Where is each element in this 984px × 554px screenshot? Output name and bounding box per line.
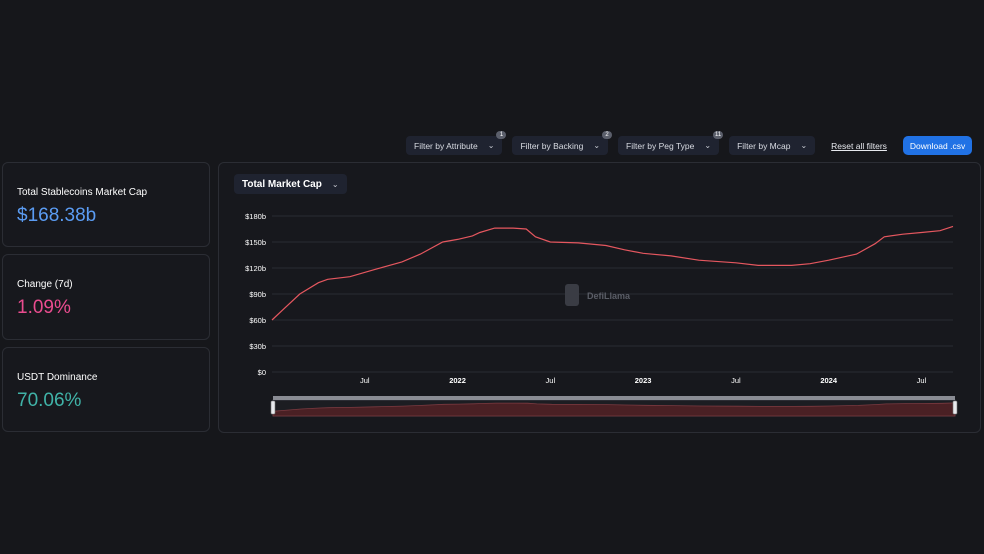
y-tick-label: $60b [249, 316, 266, 325]
download-csv-button[interactable]: Download .csv [902, 136, 973, 155]
brush-left-handle [270, 400, 276, 415]
filter-count-badge: 1 [496, 131, 507, 139]
change-value: 1.09% [17, 297, 71, 318]
x-tick-label: 2022 [449, 376, 466, 385]
market-cap-label: Total Stablecoins Market Cap [17, 187, 148, 198]
y-tick-label: $180b [245, 212, 266, 221]
x-tick-label: 2024 [820, 376, 838, 385]
brush-range-bar [273, 396, 955, 400]
filter-bar: Filter by Attribute ⌄ 1 Filter by Backin… [406, 131, 973, 155]
chart-type-select[interactable]: Total Market Cap ⌄ [234, 174, 347, 194]
market-cap-value: $168.38b [17, 205, 97, 226]
market-cap-chart: $0 $30b $60b $90b $120b $150b $180b Jul 2022 Jul 2… [245, 212, 958, 417]
brush-right-handle [952, 400, 958, 415]
reset-filters-link[interactable]: Reset all filters [831, 140, 887, 151]
x-tick-label: Jul [917, 376, 927, 385]
market-cap-card: Total Stablecoins Market Cap $168.38b [2, 162, 210, 247]
chart-type-label: Total Market Cap [242, 178, 322, 190]
y-tick-label: $30b [249, 342, 266, 351]
x-tick-label: Jul [360, 376, 370, 385]
filter-label: Filter by Peg Type [626, 140, 695, 151]
watermark-text: DefiLlama [587, 291, 631, 301]
filter-label: Filter by Mcap [737, 140, 791, 151]
filter-count-badge: 11 [713, 131, 724, 139]
change-card: Change (7d) 1.09% [2, 254, 210, 340]
filter-peg-type-button[interactable]: Filter by Peg Type ⌄ 11 [618, 131, 724, 155]
dominance-card: USDT Dominance 70.06% [2, 347, 210, 432]
dominance-value: 70.06% [17, 390, 82, 411]
filter-backing-button[interactable]: Filter by Backing ⌄ 2 [512, 131, 613, 155]
chevron-down-icon: ⌄ [487, 141, 495, 150]
y-tick-label: $90b [249, 290, 266, 299]
y-tick-label: $120b [245, 264, 266, 273]
watermark-logo [565, 284, 579, 306]
chevron-down-icon: ⌄ [800, 141, 808, 150]
change-label: Change (7d) [17, 279, 73, 290]
filter-attribute-button[interactable]: Filter by Attribute ⌄ 1 [406, 131, 507, 155]
filter-mcap-button[interactable]: Filter by Mcap ⌄ [729, 136, 816, 155]
x-tick-label: Jul [546, 376, 556, 385]
x-tick-label: Jul [731, 376, 741, 385]
filter-label: Filter by Attribute [414, 140, 478, 151]
series-line [271, 225, 954, 321]
chevron-down-icon: ⌄ [704, 141, 712, 150]
y-tick-label: $150b [245, 238, 266, 247]
chevron-down-icon: ⌄ [331, 179, 339, 189]
filter-count-badge: 2 [602, 131, 613, 139]
y-tick-label: $0 [258, 368, 266, 377]
chevron-down-icon: ⌄ [593, 141, 601, 150]
x-tick-label: 2023 [635, 376, 652, 385]
brush-series-area [272, 402, 956, 417]
dominance-label: USDT Dominance [17, 372, 98, 383]
filter-label: Filter by Backing [520, 140, 584, 151]
chart-panel: Total Market Cap ⌄ $0 $30b $60b $90b $120b $1… [218, 162, 981, 433]
